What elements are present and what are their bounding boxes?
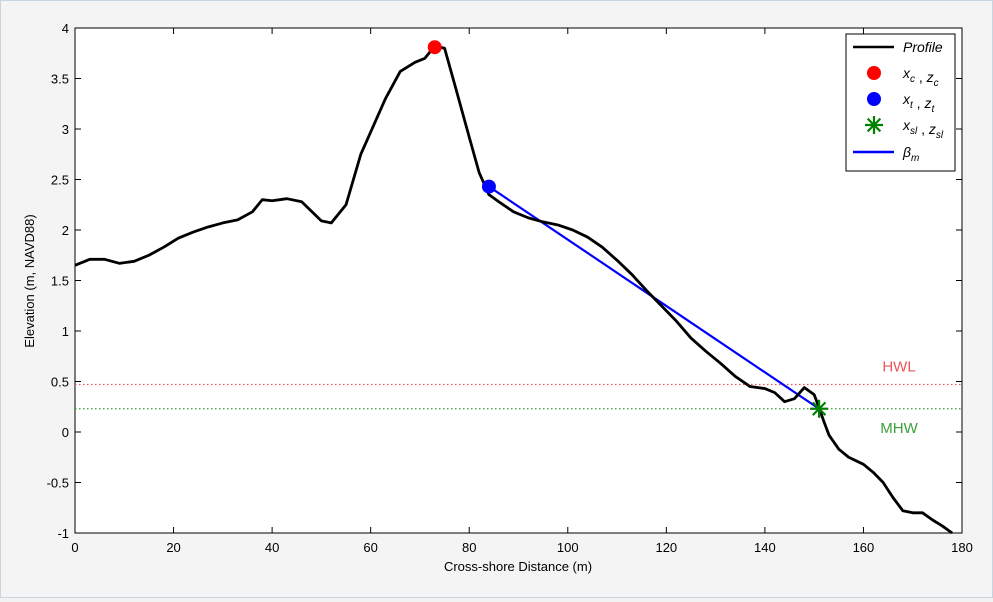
y-tick-label: 3 (62, 122, 69, 137)
legend-symbol: z (926, 69, 934, 85)
legend-subscript: m (911, 153, 919, 164)
y-tick-label: 2.5 (51, 173, 69, 188)
plot-area (74, 27, 963, 534)
x-tick-label: 160 (853, 540, 875, 555)
y-tick-label: 3.5 (51, 72, 69, 87)
legend-subscript: sl (936, 130, 944, 141)
legend-subscript: t (910, 100, 914, 111)
x-tick-label: 120 (655, 540, 677, 555)
x-tick-label: 180 (951, 540, 973, 555)
y-tick-label: 4 (62, 21, 69, 36)
x-axis-label: Cross-shore Distance (m) (444, 559, 592, 574)
legend-separator: , (913, 95, 925, 111)
x-tick-label: 60 (363, 540, 377, 555)
legend-symbol: x (902, 117, 911, 133)
shoreline-point-marker (810, 399, 829, 418)
legend-subscript: c (934, 78, 939, 89)
x-tick-label: 100 (557, 540, 579, 555)
legend-entry-label: xsl , zsl (902, 117, 944, 141)
legend-entry-label: βm (902, 144, 919, 164)
legend-entry-label: Profile (903, 39, 943, 55)
reference-label-mhw: MHW (880, 420, 918, 437)
y-tick-label: 0.5 (51, 375, 69, 390)
legend-swatch-circle (867, 92, 881, 106)
legend-swatch-circle (867, 66, 881, 80)
legend-symbol: x (902, 91, 911, 107)
y-axis-label: Elevation (m, NAVD88) (22, 214, 37, 347)
profile-line (74, 44, 953, 535)
legend-subscript: c (910, 74, 915, 85)
legend-entry-label: xt , zt (902, 91, 935, 115)
x-tick-label: 0 (71, 540, 78, 555)
legend-separator: , (917, 121, 929, 137)
legend-separator: , (915, 69, 927, 85)
x-tick-label: 20 (166, 540, 180, 555)
crest-point-marker (427, 40, 442, 55)
legend-symbol: z (928, 121, 936, 137)
x-tick-label: 140 (754, 540, 776, 555)
y-tick-label: 1.5 (51, 274, 69, 289)
x-tick-label: 80 (462, 540, 476, 555)
y-tick-label: 0 (62, 425, 69, 440)
legend-entry-label: xc , zc (902, 65, 939, 89)
legend-symbol: z (923, 95, 931, 111)
legend-symbol: β (902, 144, 911, 160)
legend-subscript: t (931, 104, 935, 115)
legend-subscript: sl (910, 126, 918, 137)
y-tick-label: -0.5 (47, 476, 69, 491)
shoreline-point-marker-stroke (811, 401, 827, 416)
reference-label-hwl: HWL (882, 359, 915, 376)
toe-point-marker (481, 179, 496, 194)
legend-symbol: x (902, 65, 911, 81)
legend-box (845, 33, 956, 172)
y-tick-label: 1 (62, 324, 69, 339)
legend-swatch-asterisk (865, 116, 883, 134)
y-tick-label: 2 (62, 223, 69, 238)
y-tick-label: -1 (57, 526, 69, 541)
legend-swatch-asterisk-stroke (866, 117, 882, 133)
x-tick-label: 40 (265, 540, 279, 555)
